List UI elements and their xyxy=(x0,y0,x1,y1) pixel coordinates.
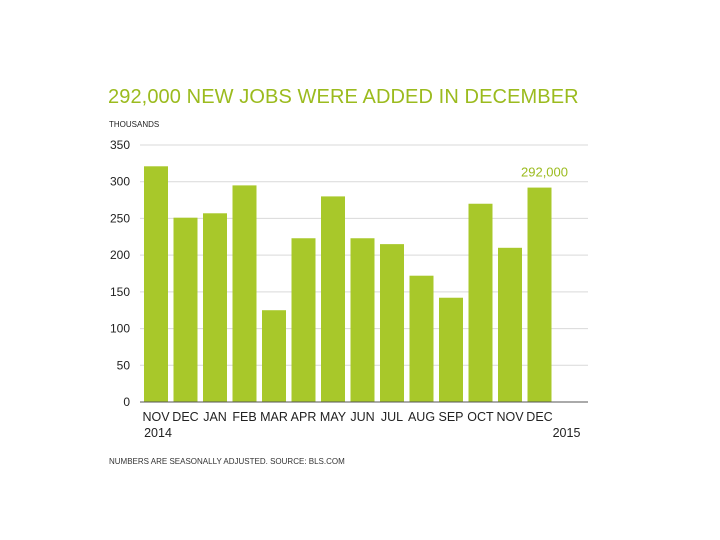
bar xyxy=(468,203,493,402)
bar xyxy=(173,217,198,402)
source-note: NUMBERS ARE SEASONALLY ADJUSTED. SOURCE:… xyxy=(109,457,345,466)
y-tick-label: 100 xyxy=(110,322,130,336)
x-tick-label: JUL xyxy=(381,410,403,424)
bar xyxy=(203,213,227,402)
bar xyxy=(380,244,404,402)
x-tick-label: NOV xyxy=(496,410,524,424)
y-tick-label: 200 xyxy=(110,248,130,262)
x-tick-label: JAN xyxy=(203,410,227,424)
y-tick-label: 300 xyxy=(110,175,130,189)
year-label: 2014 xyxy=(144,426,172,440)
data-label: 292,000 xyxy=(521,165,568,180)
bar xyxy=(321,196,345,402)
y-tick-label: 50 xyxy=(117,358,131,372)
y-tick-label: 0 xyxy=(123,395,130,409)
bar xyxy=(144,166,168,402)
x-tick-label: APR xyxy=(291,410,317,424)
x-tick-label: DEC xyxy=(526,410,552,424)
bar xyxy=(232,185,257,402)
x-tick-label: MAR xyxy=(260,410,288,424)
x-tick-label: OCT xyxy=(467,410,494,424)
x-tick-label: DEC xyxy=(172,410,198,424)
x-tick-label: SEP xyxy=(438,410,463,424)
bar xyxy=(498,247,522,402)
bar xyxy=(291,238,316,402)
bar xyxy=(262,310,286,402)
chart-title: 292,000 NEW JOBS WERE ADDED IN DECEMBER xyxy=(108,86,579,108)
y-tick-label: 150 xyxy=(110,285,130,299)
x-tick-label: MAY xyxy=(320,410,347,424)
x-tick-label: JUN xyxy=(350,410,374,424)
y-tick-label: 250 xyxy=(110,211,130,225)
x-tick-label: FEB xyxy=(232,410,256,424)
bars xyxy=(144,166,552,402)
y-tick-label: 350 xyxy=(110,138,130,152)
bar xyxy=(527,187,552,402)
bar xyxy=(439,297,463,402)
bar xyxy=(350,238,375,402)
y-axis-unit-label: THOUSANDS xyxy=(109,120,160,129)
bar xyxy=(409,275,434,402)
year-label: 2015 xyxy=(553,426,581,440)
x-tick-label: AUG xyxy=(408,410,435,424)
x-tick-label: NOV xyxy=(142,410,170,424)
